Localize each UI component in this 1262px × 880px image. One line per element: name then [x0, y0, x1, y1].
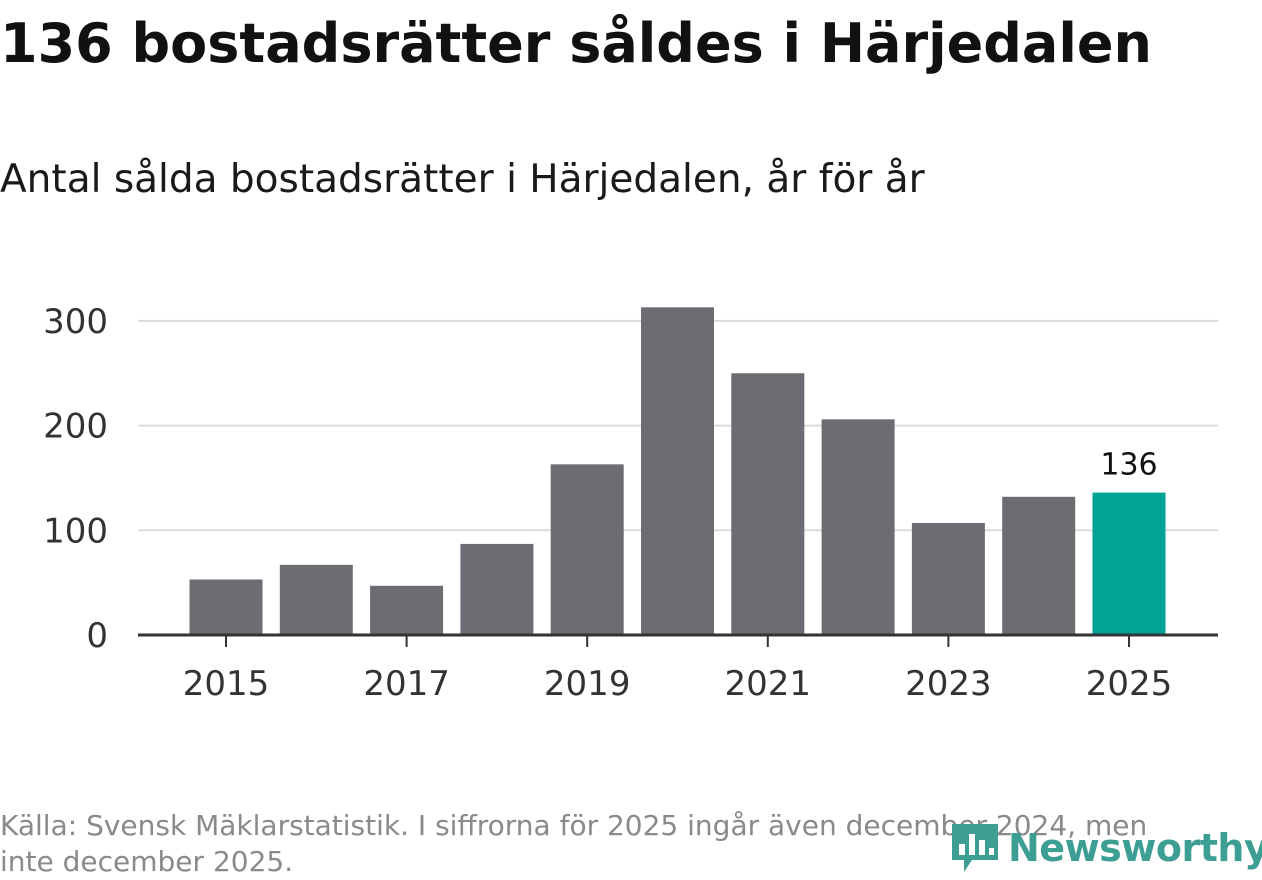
y-tick-label-300: 300: [43, 302, 108, 342]
bar-2017: [370, 585, 444, 635]
newsworthy-logo-icon: [952, 824, 998, 872]
x-tick-label-2021: 2021: [725, 664, 812, 704]
x-axis: 2015 2017 2019 2021 2023 2025: [138, 633, 1218, 704]
x-tick-label-2025: 2025: [1086, 664, 1173, 704]
bars: [189, 307, 1166, 635]
y-tick-label-200: 200: [43, 407, 108, 447]
brand-logo[interactable]: Newsworthy: [950, 820, 1262, 876]
bar-2015: [189, 579, 263, 635]
bar-2016: [279, 564, 353, 635]
bar-2022: [821, 419, 895, 635]
chart-title: 136 bostadsrätter såldes i Härjedalen: [0, 12, 1152, 75]
y-axis: 0 100 200 300: [43, 302, 108, 656]
bar-2019: [550, 464, 624, 635]
y-tick-label-0: 0: [86, 616, 108, 656]
bar-chart: 0 100 200 300 2015 2017 2019 2021 2023 2025 136: [43, 302, 1218, 704]
bar-2024: [1002, 496, 1076, 635]
bar-2020: [641, 307, 714, 635]
x-tick-label-2023: 2023: [905, 664, 992, 704]
bar-2025: [1092, 492, 1166, 635]
data-label-2025: 136: [1100, 448, 1157, 483]
x-tick-label-2015: 2015: [183, 664, 270, 704]
bar-2021: [731, 373, 805, 635]
bar-2023: [911, 522, 985, 635]
chart-subtitle: Antal sålda bostadsrätter i Härjedalen, …: [0, 157, 925, 202]
brand-name: Newsworthy: [1008, 826, 1262, 870]
y-tick-label-100: 100: [43, 511, 108, 551]
x-tick-label-2019: 2019: [544, 664, 631, 704]
bar-2018: [460, 543, 534, 635]
x-tick-label-2017: 2017: [363, 664, 450, 704]
data-labels: 136: [1100, 448, 1157, 483]
